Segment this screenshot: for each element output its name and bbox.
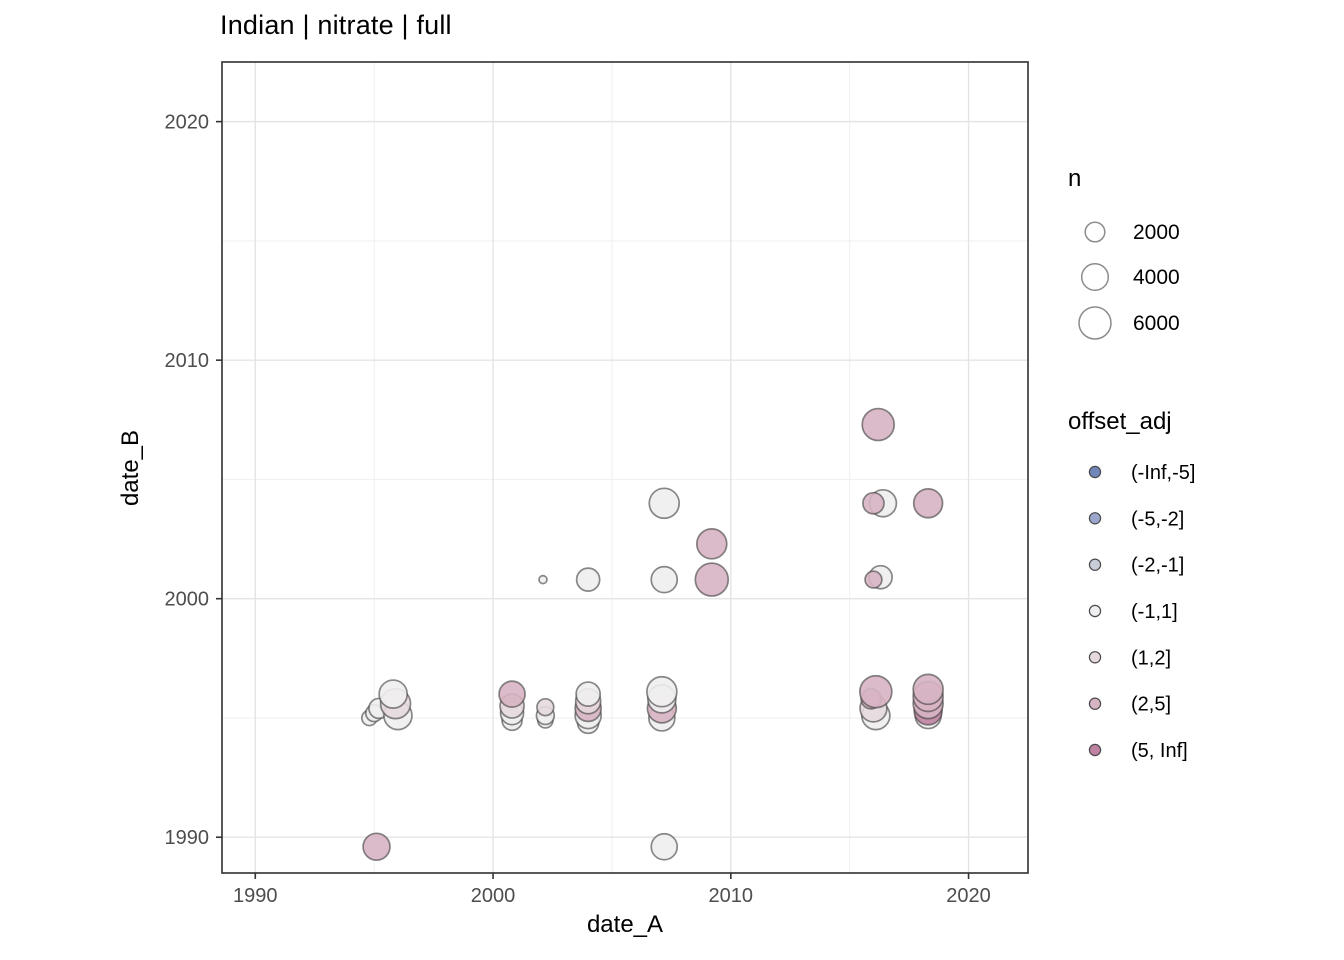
data-point	[695, 528, 728, 560]
panel-background	[222, 62, 1028, 873]
data-point	[498, 680, 526, 708]
x-tick-label: 2020	[946, 885, 991, 907]
x-axis-title: date_A	[586, 911, 664, 938]
data-point	[912, 673, 944, 706]
data-point	[862, 491, 885, 515]
data-point	[650, 832, 679, 861]
y-tick-label: 2010	[165, 350, 210, 372]
y-tick-label: 1990	[165, 827, 210, 849]
legend-offset-key-dot	[1088, 743, 1102, 757]
panel-border	[221, 61, 1029, 874]
y-tick-label: 2000	[165, 589, 210, 611]
x-tick-label: 2000	[471, 885, 516, 907]
y-tick-label: 2020	[165, 112, 210, 134]
data-point	[538, 574, 548, 585]
chart-title: Indian | nitrate | full	[220, 10, 452, 40]
legend-offset-key-label: (-1,1]	[1131, 601, 1178, 623]
data-point	[858, 674, 893, 709]
legend-offset-key-dot	[1088, 697, 1102, 710]
x-tick-label: 2010	[709, 885, 754, 907]
legend-n-key-circle	[1080, 262, 1110, 292]
data-point	[912, 487, 944, 519]
y-axis-title-wrap: date_B	[117, 62, 145, 873]
data-point	[864, 570, 883, 589]
data-point	[575, 567, 601, 592]
data-point	[646, 675, 678, 708]
legend-offset-key-label: (-Inf,-5]	[1131, 462, 1195, 484]
data-point	[861, 407, 896, 442]
legend-offset-key-label: (-2,-1]	[1131, 555, 1184, 577]
legend-n-title: n	[1068, 165, 1082, 192]
data-point	[536, 697, 555, 717]
legend-offset-key-dot	[1088, 604, 1102, 618]
legend-offset-key-dot	[1088, 465, 1102, 479]
data-point	[650, 565, 679, 594]
data-point	[362, 832, 391, 862]
x-tick-label: 1990	[233, 885, 278, 907]
legend-offset-key-label: (-5,-2]	[1131, 508, 1184, 530]
legend-offset-key-dot	[1088, 558, 1102, 571]
legend-offset-key-label: (5, Inf]	[1131, 740, 1188, 762]
data-point	[378, 679, 409, 709]
y-axis-title: date_B	[117, 429, 145, 506]
legend-n-key-label: 4000	[1133, 266, 1180, 289]
legend-offset-key-label: (2,5]	[1131, 694, 1171, 716]
data-point	[575, 681, 602, 707]
legend-offset-key-dot	[1088, 512, 1102, 525]
legend-n-key-label: 2000	[1133, 221, 1180, 244]
legend-offset-key-dot	[1088, 651, 1102, 664]
legend-offset-title: offset_adj	[1068, 408, 1172, 435]
data-point	[648, 487, 681, 520]
legend-offset-key-label: (1,2]	[1131, 647, 1171, 669]
legend-n-key-label: 6000	[1133, 312, 1180, 335]
data-point	[694, 562, 730, 597]
legend-n-key-circle	[1078, 306, 1112, 340]
legend-n-key-circle	[1084, 221, 1106, 243]
